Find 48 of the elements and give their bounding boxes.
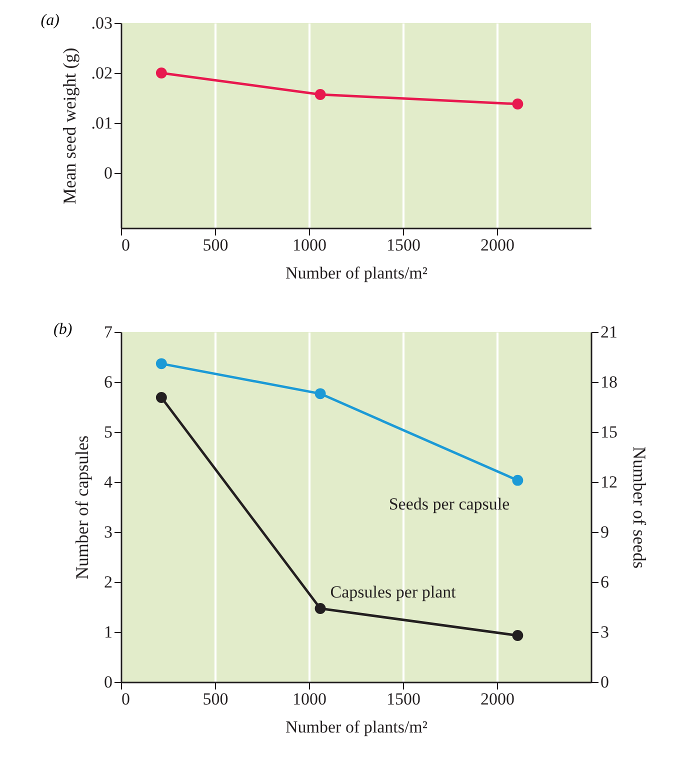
x-tick-label: 1000 <box>292 236 326 254</box>
y2-tick-label: 15 <box>600 422 618 442</box>
y2-axis-title: Number of seeds <box>630 446 650 568</box>
y2-tick-label: 3 <box>600 622 609 642</box>
x-tick-label: 500 <box>202 236 228 254</box>
y-tick-label: 0 <box>104 164 112 182</box>
y2-tick-label: 6 <box>600 572 609 592</box>
y-tick-label: 7 <box>104 322 113 342</box>
y-tick-label: .02 <box>91 64 112 82</box>
y2-tick-label: 9 <box>600 522 609 542</box>
chart-title: (a) <box>40 12 60 29</box>
x-tick-label: 1500 <box>386 236 420 254</box>
chart-title: (b) <box>54 321 72 338</box>
y2-tick-label: 18 <box>600 372 618 392</box>
x-axis-title: Number of plants/m² <box>285 264 428 282</box>
x-tick-label: 2000 <box>480 690 514 708</box>
y2-tick-label: 0 <box>600 672 609 692</box>
y-tick-label: 2 <box>104 572 112 592</box>
x-tick-label: 0 <box>122 690 130 708</box>
x-tick-label: 500 <box>202 690 228 708</box>
point <box>512 630 524 641</box>
y-axis-title: Number of capsules <box>72 436 92 580</box>
y-tick-label: 5 <box>104 422 112 442</box>
point <box>156 358 167 370</box>
point <box>156 392 167 403</box>
series-label: Capsules per plant <box>330 582 456 602</box>
y-tick-label: .03 <box>91 14 112 32</box>
y-tick-label: .01 <box>91 114 112 132</box>
x-tick-label: 0 <box>122 236 130 254</box>
y-tick-label: 1 <box>104 622 112 642</box>
y2-tick-label: 12 <box>600 472 618 492</box>
y-tick-label: 4 <box>104 472 113 492</box>
point <box>512 98 524 110</box>
series-label: Seeds per capsule <box>388 494 510 514</box>
y-axis-title: Mean seed weight (g) <box>59 48 80 204</box>
y2-tick-label: 21 <box>600 322 618 342</box>
point <box>314 388 326 400</box>
point <box>314 89 326 100</box>
x-tick-label: 2000 <box>480 236 514 254</box>
point <box>512 474 524 486</box>
point <box>156 68 167 78</box>
point <box>314 603 326 614</box>
x-tick-label: 1500 <box>386 690 420 708</box>
y-tick-label: 0 <box>104 672 112 692</box>
x-tick-label: 1000 <box>292 690 326 708</box>
y-tick-label: 3 <box>104 522 112 542</box>
y-tick-label: 6 <box>104 372 112 392</box>
x-axis-title: Number of plants/m² <box>285 718 428 736</box>
